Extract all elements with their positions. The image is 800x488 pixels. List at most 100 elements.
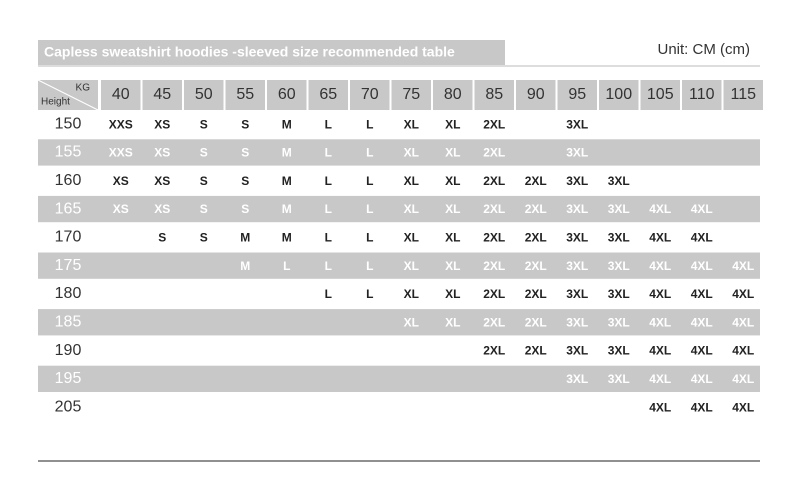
size-cell: S [241, 174, 249, 188]
row-header: 150 [55, 115, 82, 132]
size-cell: XL [445, 231, 460, 245]
size-cell: 2XL [483, 287, 505, 301]
size-cell: XXS [109, 146, 133, 160]
row-band [38, 195, 760, 223]
column-header: 110 [689, 86, 715, 103]
size-cell: XL [404, 202, 419, 216]
size-cell: S [200, 146, 208, 160]
size-cell: M [282, 117, 292, 131]
size-cell: 2XL [483, 315, 505, 329]
size-cell: L [325, 287, 332, 301]
size-cell: 2XL [525, 174, 547, 188]
column-header: 65 [319, 86, 337, 103]
size-cell: 4XL [732, 287, 754, 301]
size-cell: XL [445, 202, 460, 216]
column-header: 50 [195, 86, 213, 103]
size-cell: 4XL [691, 259, 713, 273]
size-cell: XL [404, 315, 419, 329]
column-header-cell [474, 80, 514, 110]
size-cell: 2XL [525, 202, 547, 216]
size-cell: M [240, 259, 250, 273]
size-cell: S [241, 146, 249, 160]
size-cell: 3XL [566, 202, 588, 216]
size-cell: S [200, 202, 208, 216]
size-cell: S [200, 117, 208, 131]
column-header: 60 [278, 86, 296, 103]
title: Capless sweatshirt hoodies -sleeved size… [44, 44, 455, 60]
size-cell: XL [445, 315, 460, 329]
row-header: 155 [55, 144, 82, 161]
size-cell: XL [445, 146, 460, 160]
row-header: 160 [55, 172, 82, 189]
column-header-cell [516, 80, 556, 110]
row-header: 175 [55, 257, 82, 274]
size-cell: L [366, 117, 373, 131]
size-cell: M [282, 231, 292, 245]
size-cell: 2XL [525, 315, 547, 329]
size-cell: 4XL [649, 344, 671, 358]
row-header: 165 [55, 200, 82, 217]
column-header-cell [723, 80, 763, 110]
size-cell: M [240, 231, 250, 245]
size-cell: L [325, 117, 332, 131]
size-cell: 4XL [732, 315, 754, 329]
row-header: 170 [55, 229, 82, 246]
size-cell: 2XL [525, 259, 547, 273]
size-cell: 4XL [691, 202, 713, 216]
size-cell: XL [445, 259, 460, 273]
size-cell: XS [154, 174, 170, 188]
size-cell: 4XL [732, 372, 754, 386]
size-cell: XS [113, 202, 129, 216]
size-cell: M [282, 202, 292, 216]
size-cell: XL [445, 117, 460, 131]
column-header: 75 [402, 86, 420, 103]
size-cell: 4XL [649, 259, 671, 273]
size-cell: XL [445, 174, 460, 188]
size-cell: 2XL [483, 202, 505, 216]
row-band [38, 365, 760, 392]
row-header: 205 [55, 398, 82, 415]
size-cell: 2XL [483, 259, 505, 273]
size-cell: 4XL [649, 287, 671, 301]
size-cell: 3XL [566, 315, 588, 329]
size-cell: S [158, 231, 166, 245]
column-header-cell [350, 80, 390, 110]
size-cell: S [241, 117, 249, 131]
row-band [38, 252, 760, 279]
column-header: 95 [568, 86, 586, 103]
corner-height: Height [41, 97, 70, 108]
size-cell: S [241, 202, 249, 216]
size-cell: S [200, 174, 208, 188]
size-cell: 3XL [566, 344, 588, 358]
size-cell: 4XL [732, 259, 754, 273]
size-cell: L [325, 259, 332, 273]
column-header: 90 [527, 86, 545, 103]
column-header: 70 [361, 86, 379, 103]
size-cell: XS [154, 117, 170, 131]
size-cell: L [366, 259, 373, 273]
column-header: 55 [236, 86, 254, 103]
size-cell: L [325, 146, 332, 160]
size-cell: 4XL [691, 231, 713, 245]
size-cell: L [366, 174, 373, 188]
corner-diagonal [37, 79, 99, 111]
size-cell: 4XL [691, 315, 713, 329]
size-cell: 3XL [608, 372, 630, 386]
size-cell: L [325, 202, 332, 216]
size-cell: 3XL [566, 231, 588, 245]
size-cell: L [325, 174, 332, 188]
size-cell: M [282, 174, 292, 188]
column-header-cell [308, 80, 348, 110]
size-cell: 3XL [608, 315, 630, 329]
size-cell: 3XL [566, 174, 588, 188]
size-cell: 4XL [691, 287, 713, 301]
size-cell: 3XL [608, 344, 630, 358]
row-header: 190 [55, 342, 82, 359]
size-cell: 4XL [649, 400, 671, 414]
size-cell: XS [154, 202, 170, 216]
size-cell: 2XL [483, 344, 505, 358]
size-cell: 4XL [691, 400, 713, 414]
column-header-cell [391, 80, 431, 110]
column-header: 85 [485, 86, 503, 103]
